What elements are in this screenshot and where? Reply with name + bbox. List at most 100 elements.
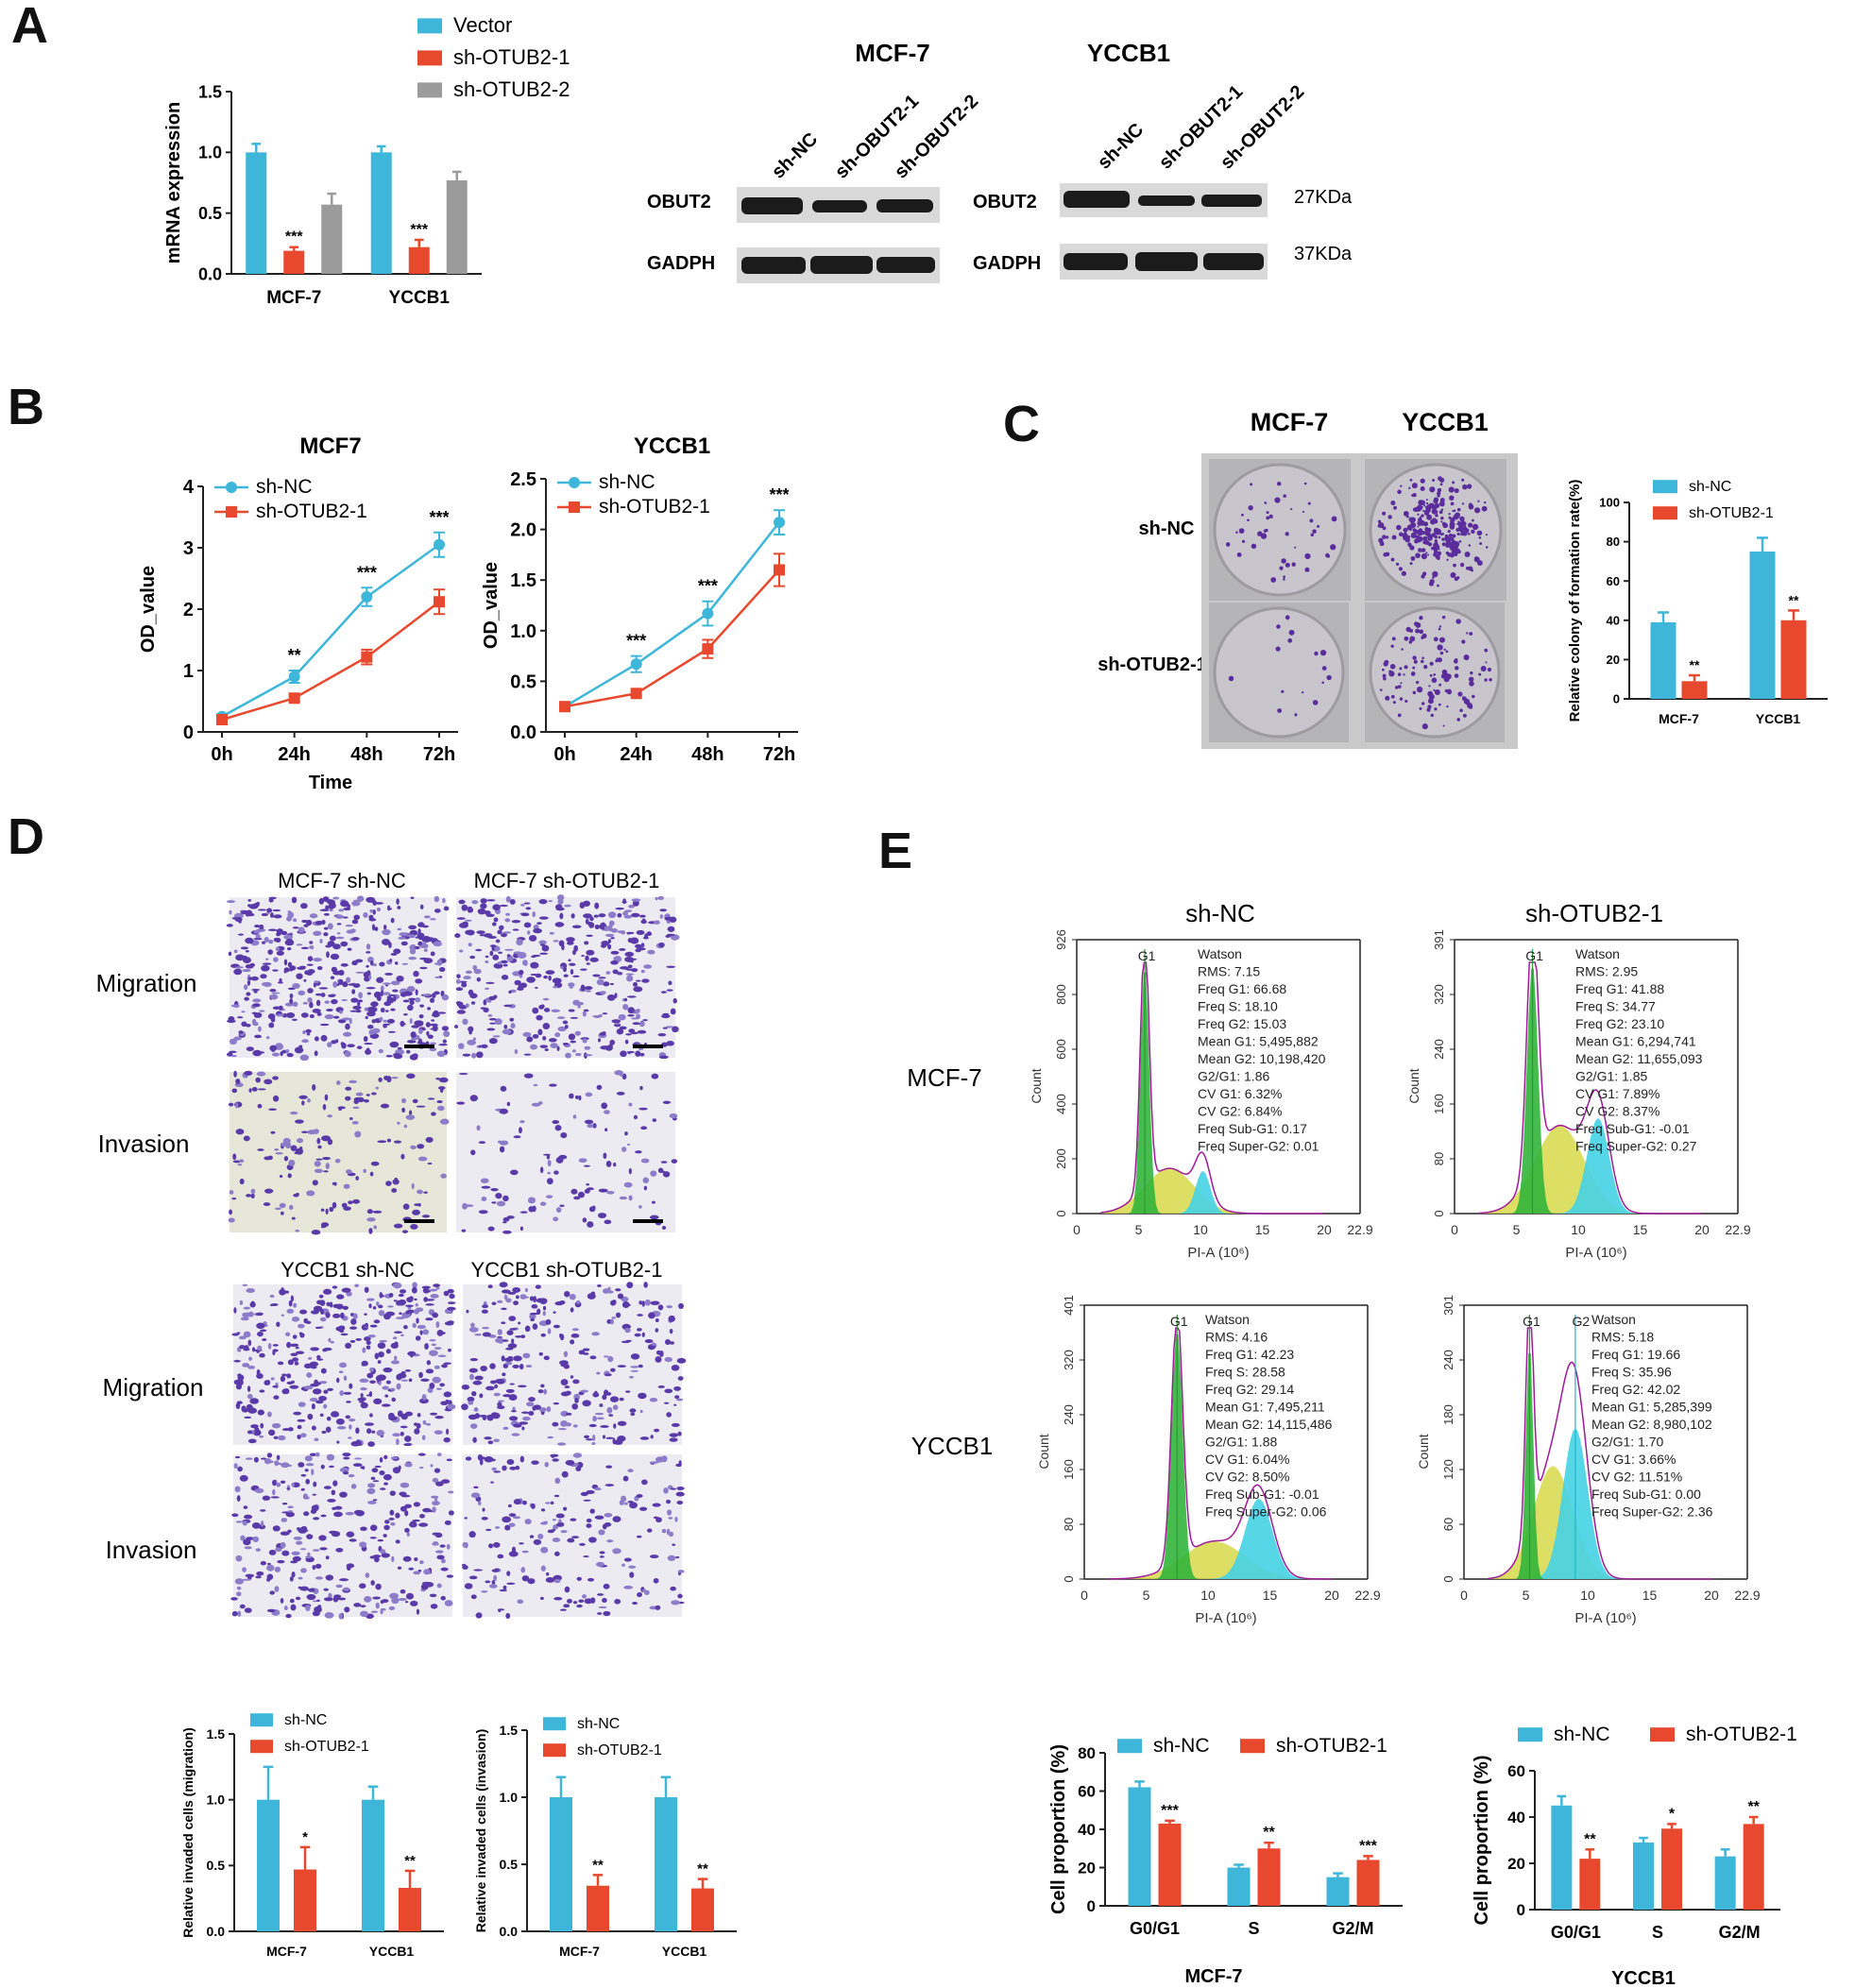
cell-stain	[377, 1140, 387, 1144]
cell-stain	[336, 923, 342, 926]
cell-stain	[562, 1020, 569, 1025]
y-tick-label: 240	[1432, 1039, 1446, 1060]
cell-stain	[286, 1341, 292, 1349]
cell-stain	[677, 1593, 683, 1599]
cell-stain	[579, 1542, 586, 1546]
colony-dot	[1319, 649, 1327, 656]
cell-stain	[372, 909, 376, 915]
cell-stain	[560, 965, 564, 970]
cell-stain	[620, 966, 629, 970]
cell-stain	[629, 1375, 634, 1379]
cell-stain	[288, 1159, 296, 1166]
cell-stain	[494, 1384, 499, 1389]
cell-stain	[290, 1604, 297, 1611]
colony-plate	[1213, 606, 1345, 739]
colony-dot	[1433, 688, 1436, 692]
colony-dot	[1459, 562, 1465, 568]
cell-stain	[415, 936, 420, 939]
cell-stain	[583, 900, 590, 907]
cell-stain	[400, 1379, 409, 1382]
cell-stain	[640, 969, 645, 974]
cell-stain	[231, 1088, 238, 1094]
cell-stain	[431, 1019, 435, 1022]
legend-label: sh-OTUB2-2	[453, 77, 570, 101]
colony-dot	[1400, 484, 1403, 487]
cell-stain	[298, 990, 306, 996]
colony-dot	[1378, 521, 1385, 529]
cell-stain	[563, 1351, 569, 1358]
cell-stain	[247, 1394, 253, 1400]
cell-stain	[647, 949, 655, 955]
x-tick-label: 0h	[211, 744, 232, 765]
cell-stain	[572, 949, 576, 956]
cell-stain	[298, 1095, 308, 1099]
cell-stain	[311, 1469, 315, 1476]
cell-stain	[299, 1433, 307, 1438]
cell-stain	[605, 1436, 614, 1439]
cell-stain	[417, 1156, 428, 1162]
cell-stain	[504, 1524, 511, 1531]
cell-stain	[241, 1011, 246, 1013]
bar	[1579, 1859, 1601, 1910]
cell-stain	[482, 1332, 491, 1337]
x-tick-label: 22.9	[1734, 1588, 1760, 1603]
cell-stain	[259, 1010, 265, 1012]
cell-stain	[281, 1314, 285, 1317]
cell-stain	[545, 970, 555, 975]
cell-stain	[266, 1608, 276, 1613]
cell-stain	[565, 1052, 571, 1059]
colony-dot	[1402, 533, 1408, 539]
data-point	[216, 714, 228, 725]
flow-stat: Freq G2: 15.03	[1198, 1016, 1286, 1031]
cell-stain	[519, 1294, 527, 1300]
cell-stain	[464, 1517, 468, 1520]
cell-stain	[435, 1287, 440, 1290]
flow-stat: Freq Super-G2: 0.06	[1205, 1504, 1327, 1520]
y-tick-label: 0	[1087, 1897, 1096, 1915]
cell-stain	[417, 1189, 423, 1195]
cell-stain	[632, 900, 639, 907]
cell-stain	[499, 925, 504, 931]
cell-stain	[257, 909, 267, 911]
colony-dot	[1382, 526, 1387, 531]
cell-stain	[393, 948, 401, 955]
cell-stain	[360, 1466, 364, 1470]
cell-stain	[503, 1294, 508, 1300]
cell-stain	[485, 987, 490, 990]
cell-stain	[592, 974, 601, 977]
cell-stain	[654, 920, 660, 925]
colony-dot	[1438, 501, 1445, 507]
cell-stain	[563, 1506, 568, 1511]
cell-stain	[397, 906, 401, 909]
cell-stain	[521, 1426, 525, 1431]
cell-stain	[309, 1001, 314, 1009]
cell-stain	[406, 1073, 416, 1079]
cell-stain	[247, 1385, 251, 1392]
colony-dot	[1406, 524, 1413, 531]
colony-dot	[1268, 514, 1273, 518]
cell-stain	[443, 1030, 451, 1038]
cell-stain	[523, 1073, 534, 1079]
cell-stain	[238, 920, 242, 924]
cell-stain	[349, 1117, 353, 1120]
cell-stain	[610, 1368, 616, 1372]
cell-stain	[361, 1360, 368, 1367]
y-tick-label: 400	[1054, 1094, 1068, 1114]
flow-stat: G2/G1: 1.85	[1575, 1069, 1647, 1084]
cell-stain	[422, 941, 427, 948]
cell-stain	[325, 1574, 334, 1581]
cell-stain	[641, 1589, 647, 1591]
cell-stain	[499, 1282, 508, 1288]
cell-stain	[404, 1527, 410, 1533]
cell-stain	[410, 896, 415, 899]
colony-dot	[1417, 520, 1422, 526]
cell-stain	[600, 1045, 610, 1050]
cell-stain	[474, 1413, 481, 1419]
y-tick-label: 0	[1062, 1575, 1076, 1582]
colony-dot	[1466, 566, 1470, 570]
cell-stain	[664, 1356, 672, 1363]
cell-stain	[563, 1604, 570, 1608]
cell-stain	[245, 963, 254, 969]
cell-stain	[674, 1516, 678, 1522]
